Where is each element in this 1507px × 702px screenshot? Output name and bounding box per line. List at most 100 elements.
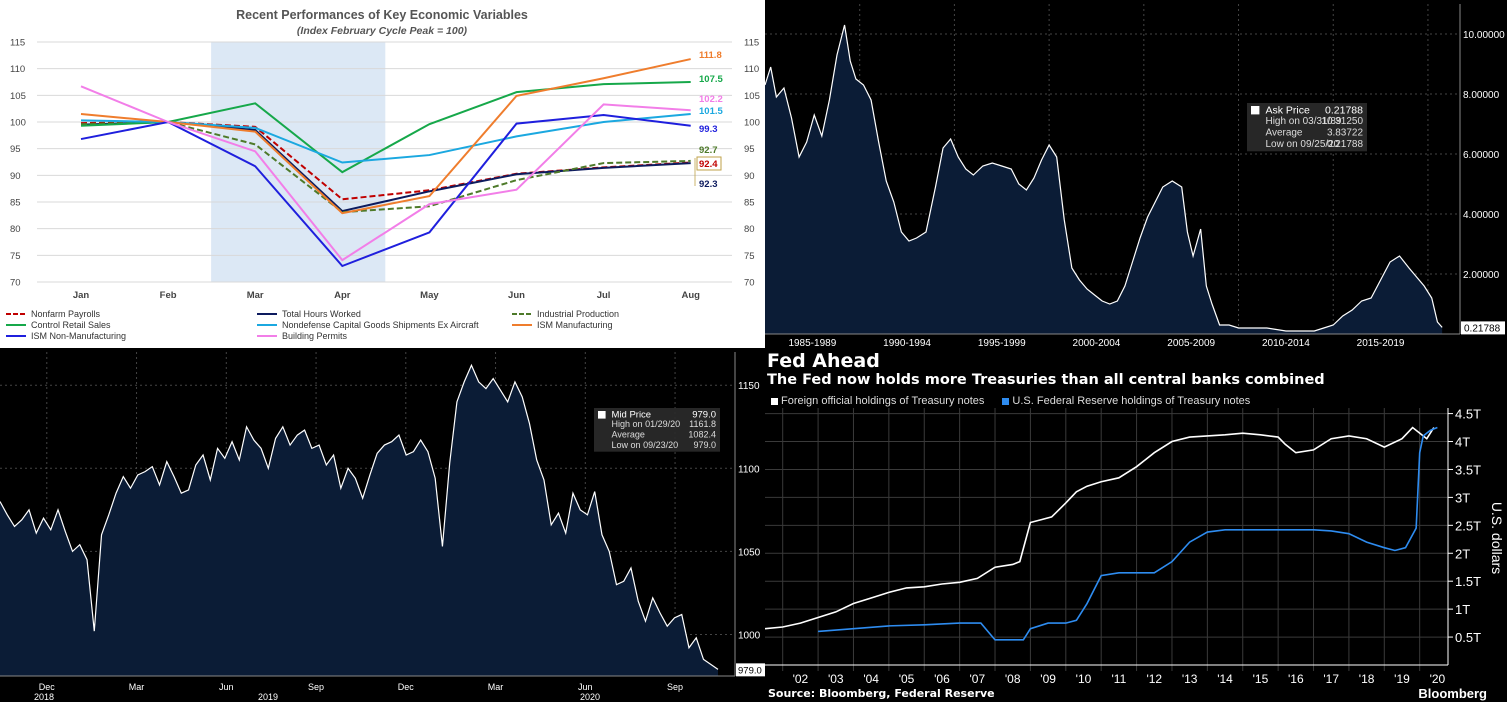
y-tick-label-left: 85 xyxy=(10,198,21,209)
legend-title-value: 0.21788 xyxy=(1325,105,1363,117)
x-tick-label: 2010-2014 xyxy=(1262,338,1310,349)
y-tick-label: 6.00000 xyxy=(1463,150,1500,161)
last-value-label: 979.0 xyxy=(738,665,762,676)
legend-entry-fed: U.S. Federal Reserve holdings of Treasur… xyxy=(1002,395,1250,407)
series-line xyxy=(80,114,691,268)
x-tick-label: 2005-2009 xyxy=(1167,338,1215,349)
end-value-label: 101.5 xyxy=(699,106,723,117)
y-tick-label-right: 70 xyxy=(744,278,755,289)
x-tick-label: '13 xyxy=(1182,672,1198,686)
y-tick-label: 1150 xyxy=(738,381,760,392)
legend-row-value: 1082.4 xyxy=(688,429,716,439)
series-line xyxy=(80,81,691,174)
source-note: Source: Bloomberg, Federal Reserve xyxy=(768,687,995,700)
legend-swatch xyxy=(1251,106,1260,115)
legend-label: Nonfarm Payrolls xyxy=(31,309,101,319)
x-tick-label: '16 xyxy=(1288,672,1304,686)
legend-title: Mid Price xyxy=(612,410,652,421)
y-tick-label: 1100 xyxy=(738,464,760,475)
x-tick-label: '11 xyxy=(1112,672,1127,686)
y-tick-label-right: 95 xyxy=(744,144,755,155)
year-label: 2019 xyxy=(258,692,278,702)
y-tick-label-left: 110 xyxy=(10,64,25,75)
y-tick-label-right: 90 xyxy=(744,171,755,182)
x-tick-label: 2015-2019 xyxy=(1357,338,1405,349)
x-tick-label: Jan xyxy=(73,290,90,301)
series-line xyxy=(765,426,1435,630)
y-axis-label: U.S. dollars xyxy=(1489,502,1505,574)
y-tick-label: 4.5T xyxy=(1455,407,1481,422)
y-tick-label-right: 85 xyxy=(744,198,755,209)
end-value-label: 107.5 xyxy=(699,74,723,85)
y-tick-label: 3T xyxy=(1455,490,1470,505)
year-label: 2018 xyxy=(34,692,54,702)
y-tick-label: 4.00000 xyxy=(1463,210,1500,221)
x-tick-label: '17 xyxy=(1323,672,1339,686)
y-tick-label: 1000 xyxy=(738,630,761,641)
legend-row-value: 10.31250 xyxy=(1321,116,1363,127)
end-label-box xyxy=(696,156,722,171)
y-tick-label-left: 70 xyxy=(10,278,21,289)
end-value-label: 92.4 xyxy=(699,159,718,170)
x-tick-label: 1990-1994 xyxy=(883,338,931,349)
x-tick-label: Jul xyxy=(597,290,611,301)
fed-holdings-panel: Fed Ahead The Fed now holds more Treasur… xyxy=(765,350,1507,702)
x-tick-label: Jun xyxy=(578,682,593,692)
legend-label: Total Hours Worked xyxy=(282,309,361,319)
mid-price-panel: 1000 1050 1100 1150 Dec Mar Jun Sep Dec Mar Jun Sep… xyxy=(0,348,765,702)
legend-swatch xyxy=(1002,397,1010,405)
legend-swatch xyxy=(598,411,606,419)
legend-label: Control Retail Sales xyxy=(31,320,111,330)
y-tick-label-left: 100 xyxy=(10,118,26,129)
legend-row-value: 3.83722 xyxy=(1327,128,1363,139)
legend-title-value: 979.0 xyxy=(692,410,716,421)
end-value-label: 99.3 xyxy=(699,124,718,135)
y-tick-label-right: 110 xyxy=(744,64,759,75)
legend-label: ISM Non-Manufacturing xyxy=(31,331,126,341)
y-tick-label: 4T xyxy=(1455,435,1470,450)
x-tick-label: '19 xyxy=(1394,672,1410,686)
x-tick-label: Aug xyxy=(681,290,700,301)
x-tick-label: '02 xyxy=(793,672,809,686)
y-tick-label-right: 115 xyxy=(744,38,759,49)
chart-title: Recent Performances of Key Economic Vari… xyxy=(236,8,528,22)
x-tick-label: Sep xyxy=(667,682,683,692)
x-tick-label: Sep xyxy=(308,682,324,692)
end-value-label: 92.7 xyxy=(699,145,718,156)
legend-row-label: Average xyxy=(1266,128,1303,139)
series-line xyxy=(80,85,691,262)
y-tick-label-left: 80 xyxy=(10,224,21,235)
legend-row-label: High on 01/29/20 xyxy=(612,419,681,429)
x-tick-label: 1995-1999 xyxy=(978,338,1026,349)
x-tick-label: '18 xyxy=(1359,672,1375,686)
x-tick-label: Feb xyxy=(160,290,177,301)
series-line xyxy=(80,120,691,214)
series-line xyxy=(80,120,691,201)
y-tick-label-left: 95 xyxy=(10,144,21,155)
x-tick-label: '08 xyxy=(1005,672,1021,686)
legend-row-label: Low on 09/23/20 xyxy=(612,440,679,450)
legend-row-value: 979.0 xyxy=(693,440,716,450)
x-tick-label: '07 xyxy=(970,672,986,686)
chart-title: Fed Ahead xyxy=(767,350,880,372)
x-tick-label: '06 xyxy=(934,672,950,686)
x-tick-label: '09 xyxy=(1040,672,1056,686)
y-tick-label: 3.5T xyxy=(1455,462,1481,477)
end-value-label: 111.8 xyxy=(699,50,722,61)
y-tick-label: 1050 xyxy=(738,547,761,558)
y-tick-label: 8.00000 xyxy=(1463,90,1500,101)
chart-subtitle: (Index February Cycle Peak = 100) xyxy=(297,25,468,37)
legend-label: ISM Manufacturing xyxy=(537,320,613,330)
y-tick-label: 1.5T xyxy=(1455,574,1481,589)
series-line xyxy=(818,426,1438,641)
y-tick-label: 1T xyxy=(1455,602,1470,617)
price-line xyxy=(0,363,719,670)
price-line xyxy=(765,24,1443,332)
x-tick-label: Dec xyxy=(398,682,415,692)
legend-label: Nondefense Capital Goods Shipments Ex Ai… xyxy=(282,320,479,330)
area-fill xyxy=(0,365,718,676)
legend-row-value: 0.21788 xyxy=(1327,139,1363,150)
x-tick-label: Apr xyxy=(334,290,351,301)
x-tick-label: '03 xyxy=(828,672,844,686)
x-tick-label: '14 xyxy=(1217,672,1233,686)
